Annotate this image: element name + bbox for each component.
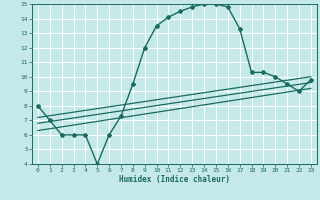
X-axis label: Humidex (Indice chaleur): Humidex (Indice chaleur) [119, 175, 230, 184]
